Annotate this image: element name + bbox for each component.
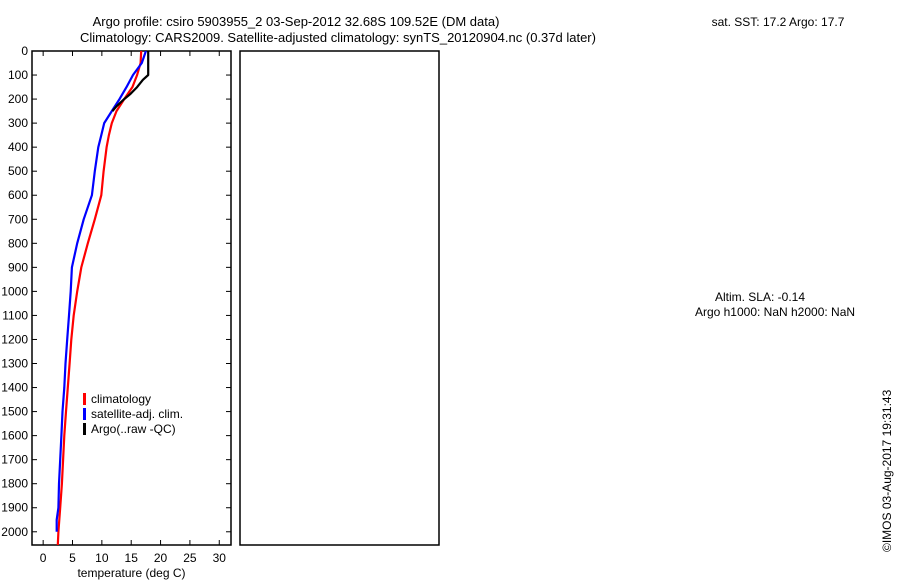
y-tick-label: 1300 [1,357,28,371]
y-tick-label: 100 [8,68,28,82]
y-tick-label: 200 [8,92,28,106]
figure-title-line2: Climatology: CARS2009. Satellite-adjuste… [80,30,596,45]
x-tick-label: 10 [95,551,109,565]
y-tick-label: 1600 [1,429,28,443]
series-line-satellite-adj-clim- [55,51,147,532]
y-tick-label: 0 [21,44,28,58]
temperature-series-group [55,51,150,545]
y-tick-label: 1800 [1,477,28,491]
y-tick-label: 600 [8,188,28,202]
y-tick-label: 900 [8,260,28,274]
x-tick-label: 30 [213,551,227,565]
temperature-xlabel: temperature (deg C) [77,566,185,580]
x-tick-label: 20 [154,551,168,565]
x-tick-label: 25 [183,551,197,565]
temperature-axes-frame [31,50,232,546]
y-tick-label: 400 [8,140,28,154]
legend-swatch [83,393,86,405]
salinity-axes-frame [239,50,440,546]
sla-map-subtitle: Argo h1000: NaN h2000: NaN [695,305,855,319]
y-tick-label: 1900 [1,501,28,515]
y-tick-label: 700 [8,212,28,226]
sst-map-title: sat. SST: 17.2 Argo: 17.7 [712,15,845,29]
y-tick-label: 1000 [1,284,28,298]
series-line-argo-raw-qc- [111,51,150,112]
legend-swatch [83,408,86,420]
x-tick-label: 15 [125,551,139,565]
y-tick-label: 1400 [1,381,28,395]
imos-timestamp: ©IMOS 03-Aug-2017 19:31:43 [880,389,894,552]
y-tick-label: 1700 [1,453,28,467]
x-tick-label: 5 [69,551,76,565]
legend-swatch [83,423,86,435]
y-tick-label: 2000 [1,525,28,539]
legend-label: Argo(..raw -QC) [91,422,176,436]
y-tick-label: 1200 [1,332,28,346]
y-tick-label: 300 [8,116,28,130]
sla-map-title: Altim. SLA: -0.14 [715,290,805,304]
legend-label: satellite-adj. clim. [91,407,183,421]
legend-label: climatology [91,392,151,406]
y-tick-label: 800 [8,236,28,250]
figure-title-line1: Argo profile: csiro 5903955_2 03-Sep-201… [93,14,500,29]
salinity-panel [239,50,440,546]
y-tick-label: 500 [8,164,28,178]
y-tick-label: 1100 [2,308,28,322]
temperature-panel: 0100200300400500600700800900100011001200… [1,44,232,580]
x-tick-label: 0 [40,551,47,565]
y-tick-label: 1500 [1,405,28,419]
